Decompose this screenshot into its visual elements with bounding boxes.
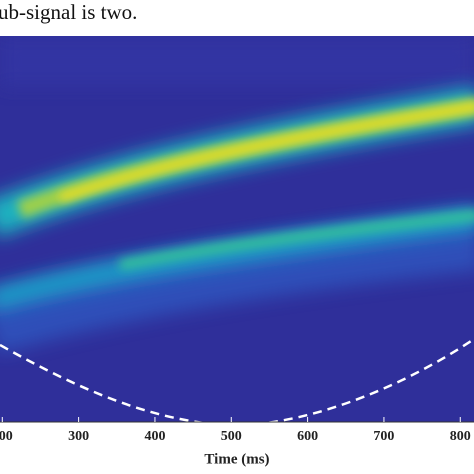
spectrogram [0,36,474,422]
x-tick-label: 200 [0,429,13,444]
x-tick-label: 800 [450,429,471,444]
x-tick-label: 400 [144,429,165,444]
x-tick-label: 500 [221,429,242,444]
dashed-curve [0,337,474,422]
x-tick-label: 600 [297,429,318,444]
x-tick-label: 700 [373,429,394,444]
paragraph-text: ub-signal is two. [0,0,137,24]
lower-ridge-core [119,210,474,270]
x-axis-label: Time (ms) [204,451,269,467]
upper-ridge-core [58,102,474,202]
x-tick-label: 300 [68,429,89,444]
ridge-glow [0,210,474,354]
heatmap-noise [0,36,474,86]
